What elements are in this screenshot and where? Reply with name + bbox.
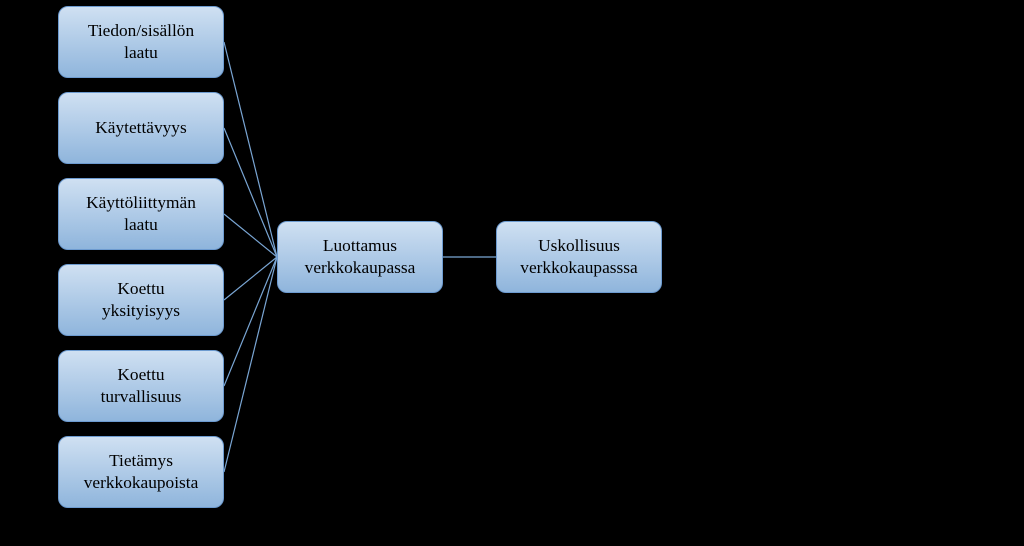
node-label: Käytettävyys <box>95 117 186 139</box>
diagram-canvas: Tiedon/sisällön laatu Käytettävyys Käyttöl… <box>0 0 1024 546</box>
node-c1: Luottamus verkkokaupassa <box>277 221 443 293</box>
node-label: Luottamus verkkokaupassa <box>305 235 416 278</box>
node-label: Käyttöliittymän laatu <box>86 192 196 235</box>
edge-n2-c1 <box>224 128 277 257</box>
node-n6: Tietämys verkkokaupoista <box>58 436 224 508</box>
node-n1: Tiedon/sisällön laatu <box>58 6 224 78</box>
edge-n6-c1 <box>224 257 277 472</box>
node-label: Koettu yksityisyys <box>102 278 180 321</box>
edge-n1-c1 <box>224 42 277 257</box>
node-label: Koettu turvallisuus <box>101 364 182 407</box>
node-label: Tietämys verkkokaupoista <box>84 450 199 493</box>
edge-n3-c1 <box>224 214 277 257</box>
node-n3: Käyttöliittymän laatu <box>58 178 224 250</box>
edge-n4-c1 <box>224 257 277 300</box>
edge-n5-c1 <box>224 257 277 386</box>
node-n2: Käytettävyys <box>58 92 224 164</box>
node-n5: Koettu turvallisuus <box>58 350 224 422</box>
node-label: Tiedon/sisällön laatu <box>88 20 194 63</box>
node-c2: Uskollisuus verkkokaupasssa <box>496 221 662 293</box>
node-n4: Koettu yksityisyys <box>58 264 224 336</box>
node-label: Uskollisuus verkkokaupasssa <box>520 235 637 278</box>
